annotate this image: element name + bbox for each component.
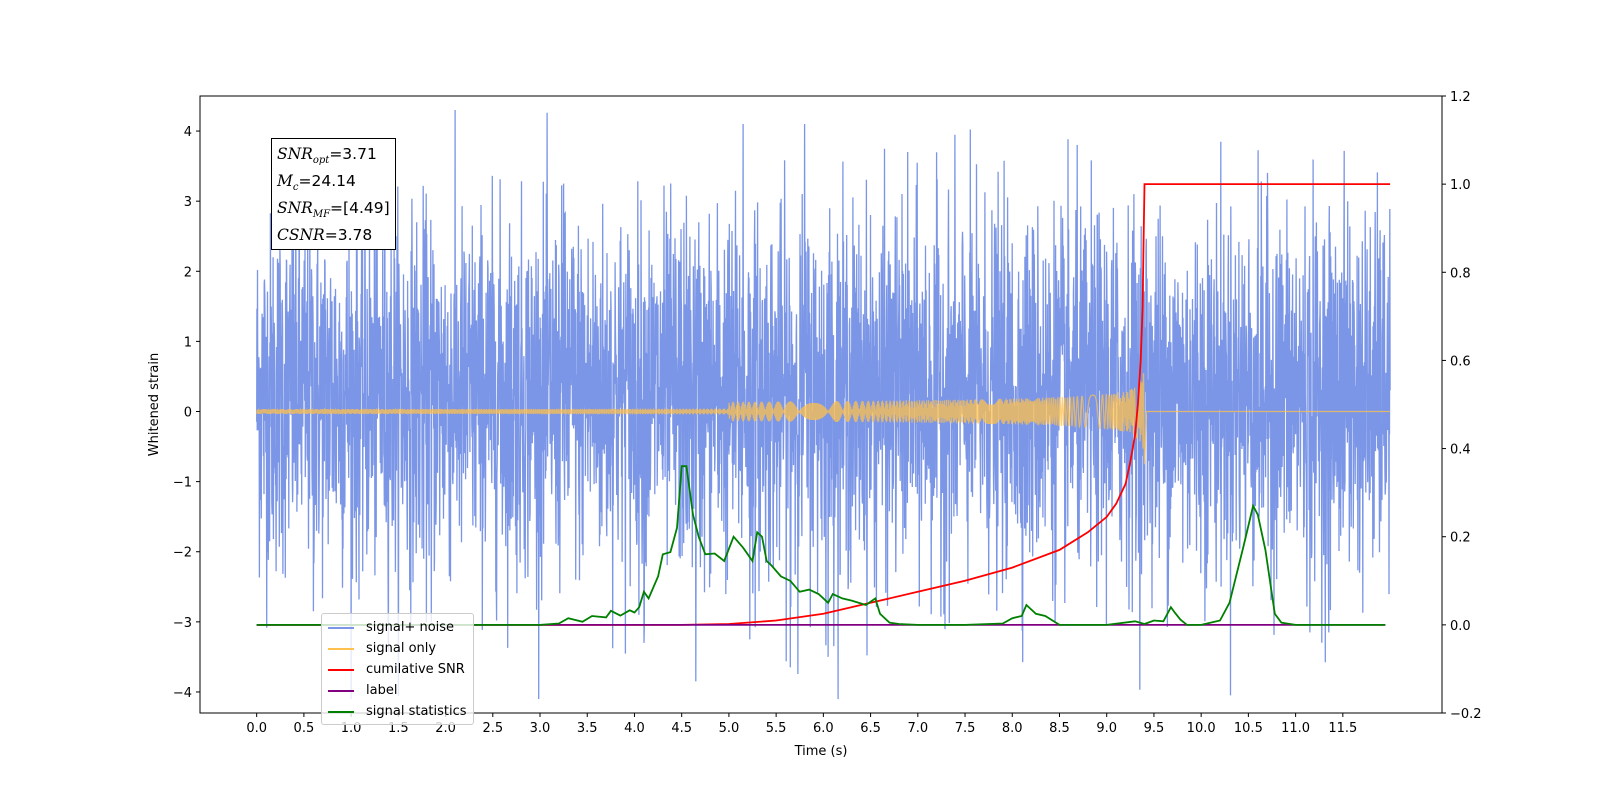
x-tick-label: 9.5 [1144, 721, 1165, 736]
x-tick-label: 4.0 [624, 721, 645, 736]
x-tick-label: 10.5 [1234, 721, 1263, 736]
legend-swatch [328, 710, 354, 713]
x-tick-label: 11.0 [1281, 721, 1310, 736]
y2-tick-label: 0.0 [1450, 619, 1471, 634]
y-tick-label: −1 [173, 476, 192, 491]
x-tick-label: 5.5 [766, 721, 787, 736]
legend-swatch [328, 668, 354, 671]
legend-swatch [328, 626, 354, 629]
legend-item-signal-only: signal only [328, 638, 467, 659]
legend-item-cumulative-snr: cumilative SNR [328, 659, 467, 680]
x-tick-label: 0.0 [246, 721, 267, 736]
legend-item-signal-statistics: signal statistics [328, 701, 467, 722]
plot-frame [199, 95, 1443, 714]
y2-tick-label: 0.2 [1450, 531, 1471, 546]
y-axis-label: Whitened strain [147, 353, 162, 456]
y-tick-label: −3 [173, 616, 192, 631]
y2-tick-label: −0.2 [1450, 707, 1482, 722]
x-axis-label: Time (s) [794, 744, 848, 759]
x-tick-label: 5.0 [719, 721, 740, 736]
x-tick-label: 8.0 [1002, 721, 1023, 736]
legend-item-label: label [328, 680, 467, 701]
y2-tick-label: 1.2 [1450, 90, 1471, 105]
x-tick-label: 9.0 [1096, 721, 1117, 736]
y-tick-label: 1 [184, 335, 192, 350]
series-signal-noise [256, 109, 1391, 700]
y-tick-label: 3 [184, 195, 192, 210]
x-tick-label: 3.0 [530, 721, 551, 736]
snr-mf-stat: SNRMF=[4.49] [277, 199, 390, 220]
legend-swatch [328, 647, 354, 650]
x-tick-label: 2.5 [482, 721, 503, 736]
snr-opt-stat: SNRopt=3.71 [277, 145, 377, 166]
series-layer [256, 109, 1391, 700]
stats-annotation-box: SNRopt=3.71 Mc=24.14 SNRMF=[4.49] CSNR=3… [271, 138, 396, 250]
y2-tick-label: 0.8 [1450, 266, 1471, 281]
y-tick-label: 4 [184, 125, 192, 140]
legend: signal+ noise signal only cumilative SNR… [321, 613, 474, 725]
legend-label: signal statistics [366, 704, 467, 719]
legend-swatch [328, 689, 354, 692]
series-signal-statistics [256, 465, 1386, 626]
csnr-stat: CSNR=3.78 [277, 226, 373, 244]
x-tick-label: 3.5 [577, 721, 598, 736]
y2-tick-label: 1.0 [1450, 178, 1471, 193]
legend-label: label [366, 683, 398, 698]
y2-tick-label: 0.6 [1450, 354, 1471, 369]
x-tick-label: 6.5 [860, 721, 881, 736]
legend-label: cumilative SNR [366, 662, 465, 677]
x-tick-label: 4.5 [671, 721, 692, 736]
y-tick-label: 0 [184, 406, 192, 421]
y-tick-label: −2 [173, 546, 192, 561]
y2-tick-label: 0.4 [1450, 443, 1471, 458]
x-tick-label: 7.5 [955, 721, 976, 736]
x-tick-label: 0.5 [294, 721, 315, 736]
legend-label: signal+ noise [366, 620, 455, 635]
series-cumilative-snr [256, 183, 1391, 626]
y-tick-label: 2 [184, 265, 192, 280]
series-signal-only [256, 373, 1391, 465]
x-tick-label: 11.5 [1328, 721, 1357, 736]
x-tick-label: 6.0 [813, 721, 834, 736]
x-tick-label: 7.0 [907, 721, 928, 736]
x-tick-label: 8.5 [1049, 721, 1070, 736]
legend-label: signal only [366, 641, 437, 656]
x-tick-label: 10.0 [1187, 721, 1216, 736]
chirp-mass-stat: Mc=24.14 [277, 172, 356, 193]
legend-item-signal-noise: signal+ noise [328, 617, 467, 638]
y-tick-label: −4 [173, 686, 192, 701]
